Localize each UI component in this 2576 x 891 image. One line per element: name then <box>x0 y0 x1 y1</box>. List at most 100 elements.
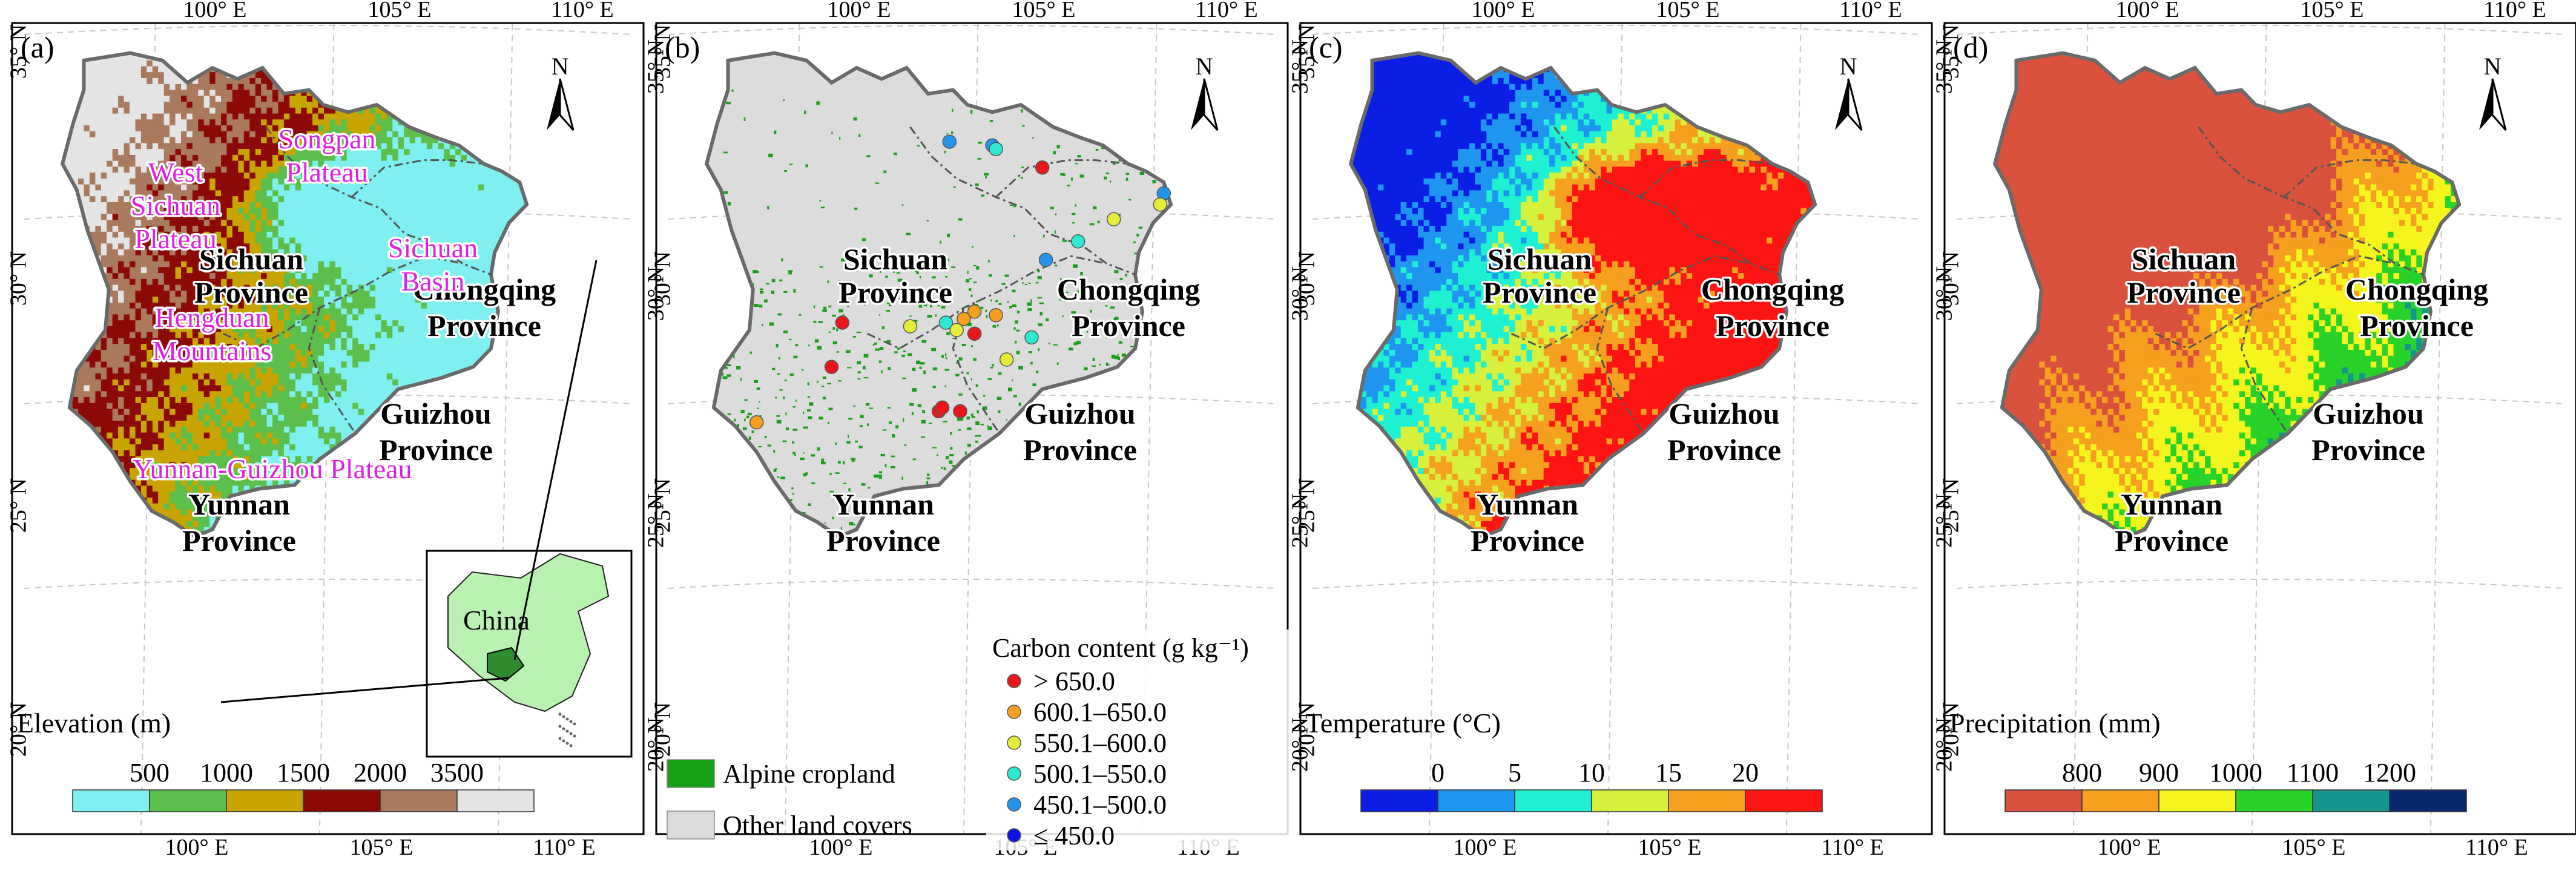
raster-cell <box>364 237 371 244</box>
raster-cell <box>140 473 148 480</box>
raster-cell <box>198 496 205 504</box>
raster-cell <box>278 42 285 48</box>
raster-cell <box>95 213 102 220</box>
raster-cell <box>266 396 273 403</box>
raster-cell <box>329 426 336 433</box>
raster-cell <box>95 314 102 321</box>
raster-cell <box>209 278 216 285</box>
raster-cell <box>278 455 285 462</box>
raster-cell <box>329 355 336 362</box>
raster-cell <box>192 130 199 137</box>
raster-cell <box>278 53 285 54</box>
raster-cell <box>232 314 239 321</box>
raster-cell <box>135 278 142 285</box>
raster-cell <box>209 331 216 338</box>
raster-cell <box>266 325 273 332</box>
raster-cell <box>255 89 262 96</box>
raster-cell <box>118 260 125 268</box>
raster-cell <box>318 301 324 309</box>
raster-cell <box>55 450 61 456</box>
raster-cell <box>124 95 130 102</box>
raster-cell <box>158 42 164 48</box>
raster-cell <box>124 349 130 356</box>
raster-cell <box>72 296 79 303</box>
raster-cell <box>192 213 199 220</box>
raster-cell <box>140 408 148 415</box>
raster-cell <box>100 125 108 131</box>
raster-cell <box>140 320 148 326</box>
raster-cell <box>130 254 136 261</box>
raster-cell <box>158 373 165 380</box>
raster-cell <box>78 538 84 545</box>
raster-cell <box>358 130 364 137</box>
raster-cell <box>232 243 239 249</box>
raster-cell <box>226 402 233 409</box>
raster-cell <box>107 307 113 315</box>
raster-cell <box>175 314 182 321</box>
raster-cell <box>95 101 102 108</box>
raster-cell <box>386 231 394 238</box>
raster-cell <box>181 113 188 120</box>
raster-cell <box>198 307 205 315</box>
raster-cell <box>192 402 199 409</box>
raster-cell <box>209 160 216 167</box>
raster-cell <box>203 53 211 61</box>
raster-cell <box>62 113 68 120</box>
raster-cell <box>203 491 211 498</box>
raster-cell <box>140 225 148 232</box>
raster-cell <box>346 301 354 309</box>
raster-cell <box>198 337 205 344</box>
raster-cell <box>140 378 148 386</box>
raster-cell <box>369 491 376 498</box>
raster-cell <box>272 449 279 456</box>
raster-cell <box>289 508 296 516</box>
raster-cell <box>312 254 319 261</box>
raster-cell <box>181 496 188 504</box>
raster-cell <box>312 142 319 150</box>
raster-cell <box>266 172 273 179</box>
raster-cell <box>266 83 273 90</box>
raster-cell <box>306 65 314 73</box>
raster-cell <box>295 526 302 533</box>
raster-cell <box>209 402 216 409</box>
raster-cell <box>163 314 171 321</box>
raster-cell <box>170 172 176 179</box>
raster-cell <box>67 290 73 297</box>
raster-cell <box>289 142 296 150</box>
raster-cell <box>283 154 291 161</box>
raster-cell <box>175 408 182 415</box>
raster-cell <box>238 296 245 303</box>
raster-cell <box>124 125 130 131</box>
raster-cell <box>62 266 68 274</box>
raster-cell <box>198 508 205 516</box>
raster-cell <box>341 213 348 220</box>
raster-cell <box>135 95 142 102</box>
raster-cell <box>198 314 205 321</box>
raster-cell <box>386 201 394 208</box>
raster-cell <box>152 249 159 255</box>
raster-cell <box>107 426 113 433</box>
raster-cell <box>352 284 359 291</box>
raster-cell <box>289 260 296 268</box>
raster-cell <box>124 502 130 510</box>
raster-cell <box>140 160 148 167</box>
raster-cell <box>203 119 211 126</box>
raster-cell <box>67 296 73 303</box>
raster-cell <box>215 296 222 303</box>
raster-cell <box>175 177 182 185</box>
raster-cell <box>62 449 68 456</box>
raster-cell <box>352 521 359 527</box>
raster-cell <box>272 83 279 90</box>
raster-cell <box>226 479 233 486</box>
raster-cell <box>352 349 359 356</box>
raster-cell <box>186 314 193 321</box>
raster-cell <box>89 438 96 445</box>
raster-cell <box>72 461 79 469</box>
raster-cell <box>301 95 308 102</box>
raster-cell <box>118 95 125 102</box>
raster-cell <box>100 361 108 368</box>
raster-cell <box>243 414 251 421</box>
raster-cell <box>186 432 193 439</box>
raster-cell <box>215 201 222 208</box>
raster-cell <box>89 296 96 303</box>
